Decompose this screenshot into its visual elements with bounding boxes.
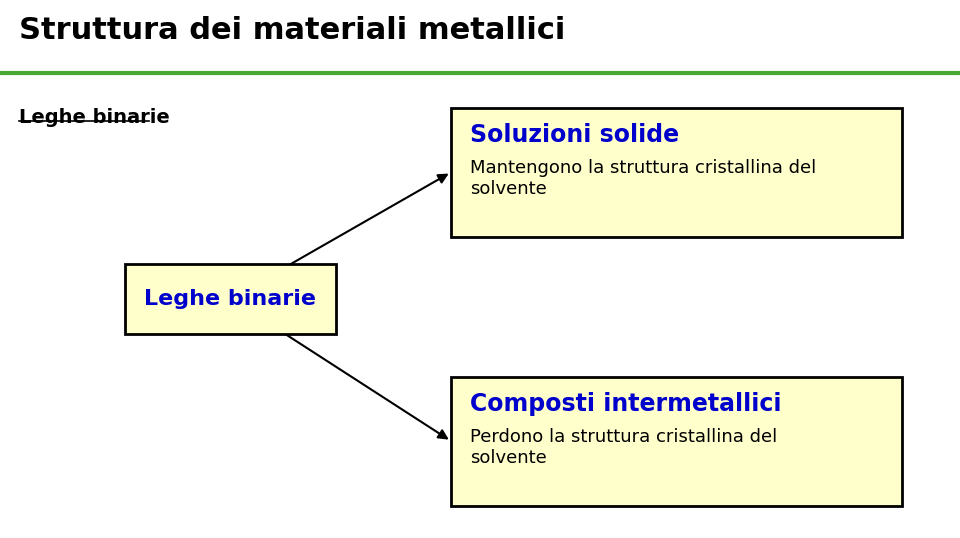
Text: Soluzioni solide: Soluzioni solide xyxy=(470,123,680,147)
FancyBboxPatch shape xyxy=(125,264,336,334)
FancyBboxPatch shape xyxy=(451,377,902,506)
Text: Leghe binarie: Leghe binarie xyxy=(19,108,170,126)
Text: Perdono la struttura cristallina del
solvente: Perdono la struttura cristallina del sol… xyxy=(470,428,778,466)
FancyBboxPatch shape xyxy=(451,108,902,237)
Text: Mantengono la struttura cristallina del
solvente: Mantengono la struttura cristallina del … xyxy=(470,159,817,197)
Text: Leghe binarie: Leghe binarie xyxy=(144,288,317,309)
Text: Struttura dei materiali metallici: Struttura dei materiali metallici xyxy=(19,16,565,45)
Text: Composti intermetallici: Composti intermetallici xyxy=(470,392,781,416)
